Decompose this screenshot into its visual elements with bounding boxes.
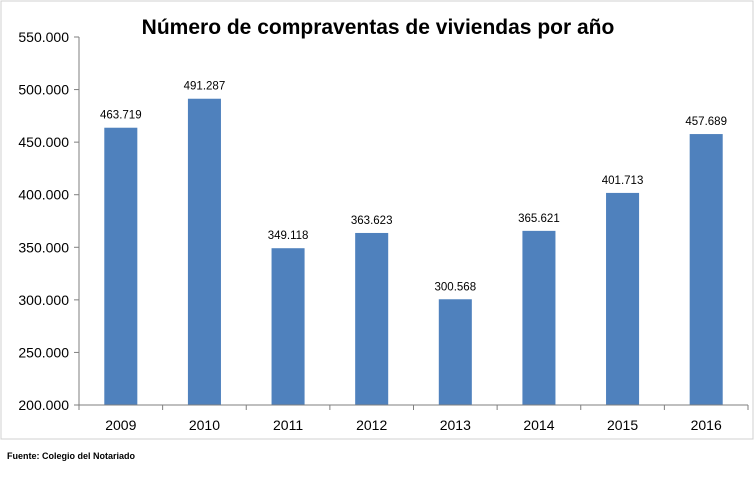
bar-2015 [606,192,640,405]
y-axis-ticks: 200.000 250.000 300.000 350.000 400.000 450.0… [18,29,79,413]
data-label-2009: 463.719 [100,110,142,122]
x-tick-label-2016: 2016 [691,417,722,433]
y-tick-label: 400.000 [18,187,69,203]
x-tick-label-2015: 2015 [607,417,638,433]
x-tick-label-2012: 2012 [356,417,387,433]
y-tick-label: 300.000 [18,292,69,308]
bars [104,98,723,406]
y-tick-label: 350.000 [18,239,69,255]
data-label-2012: 363.623 [351,215,393,227]
x-tick-label-2011: 2011 [273,417,303,433]
data-label-2013: 300.568 [435,281,477,293]
x-tick-label-2013: 2013 [440,417,471,433]
x-tick-label-2014: 2014 [523,417,554,433]
x-tick-label-2009: 2009 [105,417,136,433]
bar-2010 [187,98,221,405]
y-tick-label: 500.000 [18,82,69,98]
source-note: Fuente: Colegio del Notariado [7,451,136,461]
bar-2009 [104,127,138,405]
data-label-2015: 401.713 [602,175,644,187]
y-tick-label: 450.000 [18,134,69,150]
bar-2011 [271,248,305,405]
data-label-2016: 457.689 [685,116,727,128]
bar-2014 [522,230,556,405]
bar-2012 [355,232,389,405]
data-label-2010: 491.287 [184,81,226,93]
bar-2013 [438,299,472,405]
y-tick-label: 250.000 [18,344,69,360]
x-axis-ticks: 2009 2010 2011 2012 2013 2014 2015 2016 [78,405,749,433]
data-label-2011: 349.118 [268,230,309,242]
y-tick-label: 200.000 [18,397,69,413]
x-tick-label-2010: 2010 [189,417,220,433]
bar-2016 [689,134,723,406]
data-labels: 463.719 491.287 349.118 363.623 300.568 365.6… [100,81,727,294]
y-tick-label: 550.000 [18,29,69,45]
chart-title: Número de compraventas de viviendas por … [142,16,615,39]
data-label-2014: 365.621 [518,213,560,225]
